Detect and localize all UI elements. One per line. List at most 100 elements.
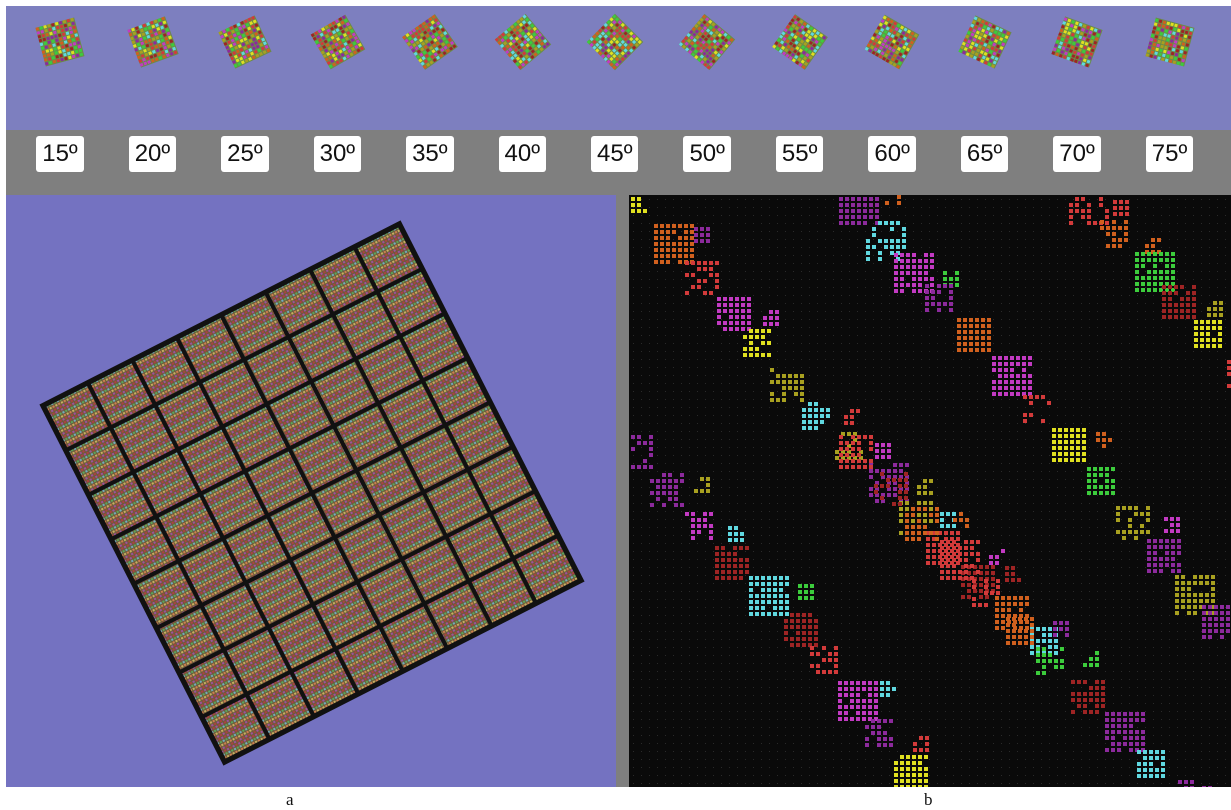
glyph-pixel [964, 558, 968, 562]
glyph-pixel [880, 484, 884, 488]
glyph-pixel [1214, 611, 1218, 615]
glyph-pixel [1181, 587, 1185, 591]
glyph-pixel [820, 414, 824, 418]
glyph-pixel [862, 681, 866, 685]
grid-tile [426, 472, 488, 534]
glyph-pixel [900, 283, 904, 287]
glyph-pixel [1168, 309, 1172, 313]
grid-tile [359, 450, 421, 512]
glyph-pixel [1153, 282, 1157, 286]
glyph-pixel [981, 330, 985, 334]
glyph-pixel [1047, 401, 1051, 405]
glyph-pixel [894, 773, 898, 777]
glyph-pixel [981, 324, 985, 328]
glyph-pixel [1153, 264, 1157, 268]
glyph-pixel [834, 658, 838, 662]
glyph-pixel [631, 435, 635, 439]
glyph-pixel [975, 324, 979, 328]
glyph-pixel [1025, 626, 1029, 630]
glyph-pixel [1064, 428, 1068, 432]
glyph-pixel [905, 487, 909, 491]
glyph-pixel [1147, 282, 1151, 286]
glyph-pixel [1017, 578, 1021, 582]
glyph-pixel [691, 512, 695, 516]
glyph-pixel [1105, 730, 1109, 734]
glyph-pixel [826, 414, 830, 418]
glyph-pixel [739, 564, 743, 568]
glyph-pixel [1030, 645, 1034, 649]
glyph-pixel [703, 279, 707, 283]
glyph-pixel [1006, 629, 1010, 633]
glyph-pixel [1001, 620, 1005, 624]
glyph-pixel [1153, 539, 1157, 543]
glyph-pixel [1006, 641, 1010, 645]
glyph-pixel [1214, 617, 1218, 621]
glyph-pixel [1012, 617, 1016, 621]
glyph-pixel [706, 489, 710, 493]
glyph-pixel [662, 491, 666, 495]
glyph-pixel [1064, 452, 1068, 456]
grid-tile [315, 584, 378, 647]
glyph-pixel [715, 558, 719, 562]
glyph-pixel [847, 450, 851, 454]
glyph-pixel [1116, 512, 1120, 516]
glyph-pixel [779, 582, 783, 586]
glyph-pixel [850, 717, 854, 721]
glyph-pixel [1155, 774, 1159, 778]
glyph-pixel [690, 248, 694, 252]
glyph-pixel [925, 284, 929, 288]
glyph-pixel [808, 420, 812, 424]
glyph-pixel [745, 546, 749, 550]
glyph-pixel [631, 447, 635, 451]
glyph-pixel [1162, 297, 1166, 301]
glyph-pixel [650, 491, 654, 495]
glyph-pixel [1018, 617, 1022, 621]
glyph-pixel [853, 438, 857, 442]
glyph-pixel [894, 277, 898, 281]
glyph-pixel [1058, 452, 1062, 456]
glyph-pixel [749, 588, 753, 592]
glyph-pixel [1141, 252, 1145, 256]
glyph-pixel [970, 564, 974, 568]
glyph-pixel [900, 265, 904, 269]
glyph-pixel [1052, 434, 1056, 438]
panel-a-rotated-grid [6, 195, 616, 787]
glyph-pixel [728, 538, 732, 542]
glyph-pixel [877, 719, 881, 723]
glyph-pixel [810, 646, 814, 650]
glyph-pixel [1083, 698, 1087, 702]
glyph-pixel [741, 327, 745, 331]
glyph-pixel [1012, 635, 1016, 639]
glyph-pixel [1206, 320, 1210, 324]
glyph-pixel [755, 612, 759, 616]
glyph-pixel [1159, 276, 1163, 280]
glyph-pixel [1177, 551, 1181, 555]
glyph-pixel [782, 386, 786, 390]
glyph-pixel [678, 242, 682, 246]
glyph-pixel [911, 537, 915, 541]
glyph-pixel [1193, 593, 1197, 597]
glyph-pixel [1200, 332, 1204, 336]
glyph-pixel [1007, 596, 1011, 600]
glyph-pixel [975, 336, 979, 340]
rotated-pattern-thumbnail [772, 14, 828, 70]
glyph-pixel [814, 619, 818, 623]
glyph-pixel [851, 209, 855, 213]
glyph-pixel [678, 236, 682, 240]
glyph-pixel [729, 321, 733, 325]
glyph-pixel [637, 203, 641, 207]
glyph-pixel [826, 408, 830, 412]
glyph-pixel [952, 512, 956, 516]
glyph-pixel [973, 589, 977, 593]
glyph-pixel [735, 309, 739, 313]
glyph-pixel [1181, 599, 1185, 603]
glyph-pixel [1202, 635, 1206, 639]
glyph-pixel [902, 227, 906, 231]
glyph-pixel [1211, 605, 1215, 609]
glyph-pixel [779, 588, 783, 592]
rotation-samples-strip [6, 6, 1231, 130]
glyph-pixel [900, 259, 904, 263]
glyph-pixel [721, 546, 725, 550]
glyph-pixel [1180, 315, 1184, 319]
glyph-pixel [937, 308, 941, 312]
